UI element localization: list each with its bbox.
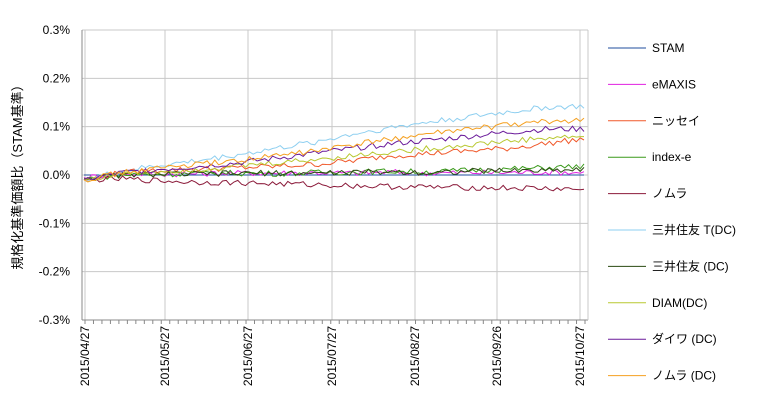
series-lines (83, 103, 585, 192)
series-line (83, 175, 585, 192)
x-tick-labels: 2015/04/27 2015/05/27 2015/06/27 2015/07/27… (78, 326, 587, 386)
legend-label: ノムラ (652, 187, 687, 201)
x-tick-label: 2015/09/26 (490, 326, 504, 386)
y-tick-label: -0.2% (39, 265, 71, 279)
x-tick-label: 2015/06/27 (241, 326, 255, 386)
legend-label: 三井住友 (DC) (652, 259, 729, 273)
y-tick-label: 0.1% (43, 120, 71, 134)
legend-label: 三井住友 T(DC) (652, 223, 736, 237)
x-tick-label: 2015/08/27 (408, 326, 422, 386)
series-line (83, 117, 585, 183)
x-tick-label: 2015/05/27 (158, 326, 172, 386)
series-line (83, 167, 585, 181)
x-tick-label: 2015/07/27 (325, 326, 339, 386)
y-tick-label: 0.3% (43, 23, 71, 37)
y-tick-label: 0.2% (43, 71, 71, 85)
series-line (83, 134, 584, 181)
series-line (83, 137, 585, 181)
x-tick-label: 2015/04/27 (78, 326, 92, 386)
legend-label: DIAM(DC) (652, 296, 707, 310)
y-tick-label: -0.3% (39, 313, 71, 327)
y-tick-labels: 0.3% 0.2% 0.1% 0.0% -0.1% -0.2% -0.3% (39, 23, 71, 327)
legend-label: STAM (652, 41, 684, 55)
legend-label: index-e (652, 150, 692, 164)
y-tick-label: 0.0% (43, 168, 71, 182)
series-line (83, 125, 585, 181)
legend-label: eMAXIS (652, 77, 696, 91)
legend-label: ニッセイ (652, 114, 700, 128)
y-axis-label: 規格化基準価額比（STAM基準） (10, 78, 25, 269)
legend-label: ノムラ (DC) (652, 369, 716, 383)
y-tick-label: -0.1% (39, 216, 71, 230)
x-tick-label: 2015/10/27 (573, 326, 587, 386)
legend-label: ダイワ (DC) (652, 331, 717, 346)
axes (81, 30, 589, 324)
